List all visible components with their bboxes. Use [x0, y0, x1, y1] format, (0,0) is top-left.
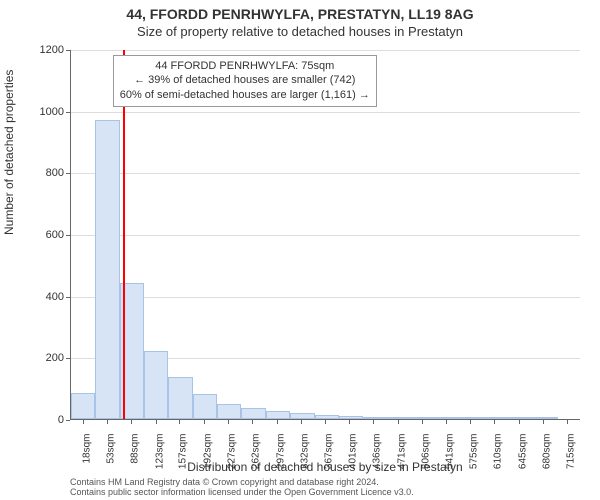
x-tick-label: 332sqm — [299, 434, 310, 494]
x-tick-mark — [446, 420, 447, 424]
histogram-bar — [315, 415, 339, 419]
x-tick-label: 88sqm — [130, 434, 141, 494]
y-tick-mark — [66, 235, 70, 236]
x-tick-mark — [252, 420, 253, 424]
x-tick-mark — [325, 420, 326, 424]
x-tick-label: 297sqm — [275, 434, 286, 494]
x-tick-mark — [107, 420, 108, 424]
histogram-bar — [241, 408, 265, 419]
y-tick-label: 400 — [24, 291, 64, 303]
footer-attribution: Contains HM Land Registry data © Crown c… — [70, 478, 414, 498]
x-tick-label: 18sqm — [81, 434, 92, 494]
x-tick-label: 715sqm — [566, 434, 577, 494]
y-tick-mark — [66, 297, 70, 298]
x-tick-mark — [83, 420, 84, 424]
x-tick-label: 123sqm — [154, 434, 165, 494]
y-tick-label: 800 — [24, 167, 64, 179]
annotation-box: 44 FFORDD PENRHWYLFA: 75sqm← 39% of deta… — [113, 55, 377, 108]
histogram-bar — [217, 404, 241, 419]
chart-subtitle: Size of property relative to detached ho… — [0, 24, 600, 39]
x-tick-label: 541sqm — [445, 434, 456, 494]
annotation-line: 44 FFORDD PENRHWYLFA: 75sqm — [120, 59, 370, 74]
histogram-bar — [144, 351, 168, 419]
x-tick-mark — [301, 420, 302, 424]
x-tick-label: 506sqm — [421, 434, 432, 494]
page-title: 44, FFORDD PENRHWYLFA, PRESTATYN, LL19 8… — [0, 6, 600, 22]
footer-line: Contains public sector information licen… — [70, 488, 414, 498]
x-tick-mark — [228, 420, 229, 424]
y-tick-mark — [66, 50, 70, 51]
plot-area: 44 FFORDD PENRHWYLFA: 75sqm← 39% of deta… — [70, 50, 580, 420]
histogram-bar — [509, 417, 533, 419]
x-tick-mark — [156, 420, 157, 424]
histogram-bar — [461, 417, 485, 419]
x-tick-label: 471sqm — [396, 434, 407, 494]
x-tick-mark — [494, 420, 495, 424]
histogram-bar — [436, 417, 460, 419]
y-tick-mark — [66, 420, 70, 421]
gridline — [71, 112, 580, 113]
chart-container: 44, FFORDD PENRHWYLFA, PRESTATYN, LL19 8… — [0, 0, 600, 500]
y-tick-label: 0 — [24, 414, 64, 426]
histogram-bar — [485, 417, 509, 419]
histogram-bar — [266, 411, 290, 419]
x-tick-label: 575sqm — [469, 434, 480, 494]
histogram-bar — [412, 417, 436, 419]
x-tick-mark — [543, 420, 544, 424]
gridline — [71, 50, 580, 51]
histogram-bar — [193, 394, 217, 419]
x-tick-mark — [470, 420, 471, 424]
y-tick-mark — [66, 173, 70, 174]
y-tick-mark — [66, 358, 70, 359]
gridline — [71, 235, 580, 236]
y-tick-label: 600 — [24, 229, 64, 241]
x-tick-label: 645sqm — [517, 434, 528, 494]
x-tick-label: 227sqm — [226, 434, 237, 494]
x-tick-mark — [519, 420, 520, 424]
x-tick-mark — [349, 420, 350, 424]
x-tick-label: 262sqm — [251, 434, 262, 494]
y-tick-label: 200 — [24, 352, 64, 364]
histogram-bar — [95, 120, 119, 419]
histogram-bar — [363, 417, 387, 419]
annotation-line: ← 39% of detached houses are smaller (74… — [120, 73, 370, 88]
x-tick-mark — [373, 420, 374, 424]
histogram-bar — [534, 417, 558, 419]
y-tick-label: 1000 — [24, 106, 64, 118]
x-tick-label: 680sqm — [542, 434, 553, 494]
x-tick-label: 157sqm — [178, 434, 189, 494]
x-tick-mark — [131, 420, 132, 424]
x-tick-label: 367sqm — [324, 434, 335, 494]
histogram-bar — [388, 417, 412, 419]
x-tick-label: 401sqm — [348, 434, 359, 494]
x-tick-label: 610sqm — [493, 434, 504, 494]
x-tick-label: 53sqm — [105, 434, 116, 494]
histogram-bar — [290, 413, 314, 419]
x-tick-label: 192sqm — [202, 434, 213, 494]
histogram-bar — [168, 377, 192, 419]
y-tick-mark — [66, 112, 70, 113]
x-tick-mark — [179, 420, 180, 424]
gridline — [71, 297, 580, 298]
x-tick-label: 436sqm — [372, 434, 383, 494]
histogram-bar — [71, 393, 95, 419]
x-tick-mark — [422, 420, 423, 424]
y-tick-label: 1200 — [24, 44, 64, 56]
histogram-bar — [339, 416, 363, 419]
gridline — [71, 173, 580, 174]
annotation-line: 60% of semi-detached houses are larger (… — [120, 88, 370, 103]
x-tick-mark — [398, 420, 399, 424]
x-tick-mark — [567, 420, 568, 424]
y-axis-label: Number of detached properties — [2, 70, 16, 235]
x-tick-mark — [277, 420, 278, 424]
x-tick-mark — [204, 420, 205, 424]
